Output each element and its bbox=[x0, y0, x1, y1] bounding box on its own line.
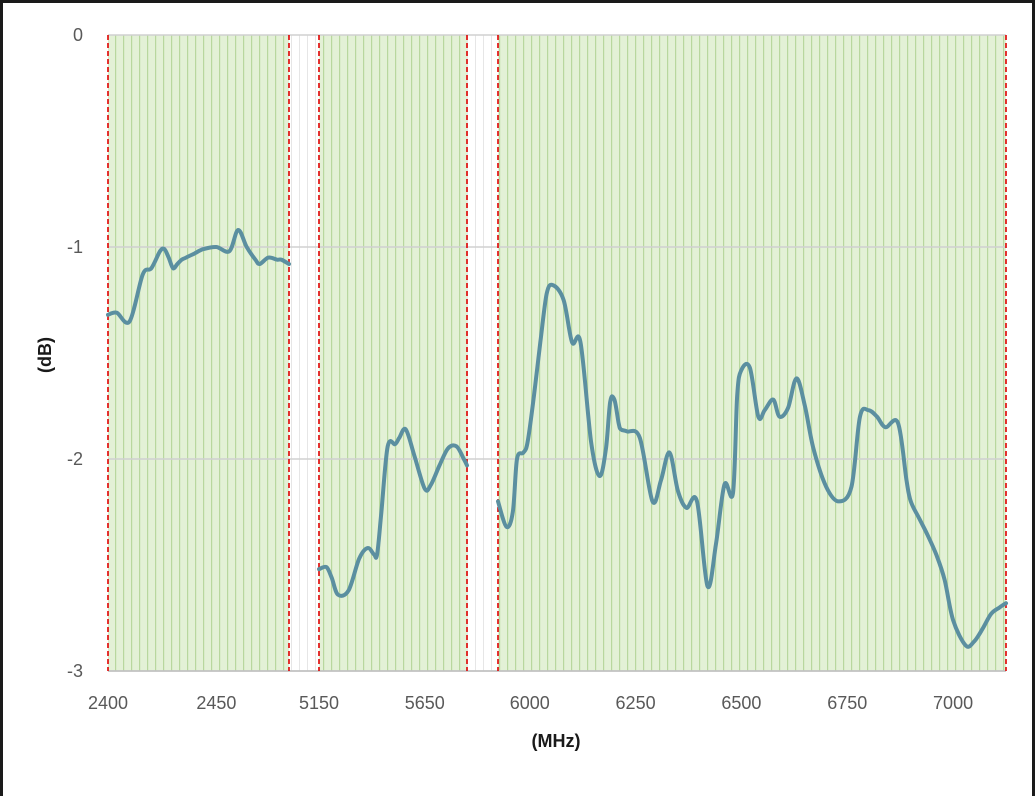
y-tick-label: -2 bbox=[67, 449, 83, 469]
x-tick-label: 6500 bbox=[721, 693, 761, 713]
band-edge-markers bbox=[107, 35, 1007, 671]
y-tick-label: 0 bbox=[73, 25, 83, 45]
x-axis-ticks: 2400 2450 5150 5650 6000 6250 6500 6750 7000 bbox=[88, 693, 973, 713]
band-regions bbox=[108, 35, 1006, 671]
band-region-3 bbox=[498, 35, 1006, 671]
y-tick-label: -1 bbox=[67, 237, 83, 257]
x-tick-label: 6250 bbox=[616, 693, 656, 713]
data-lines bbox=[106, 228, 1008, 649]
x-axis-title: (MHz) bbox=[532, 731, 581, 751]
band-gap-2 bbox=[467, 35, 498, 671]
x-tick-label: 7000 bbox=[933, 693, 973, 713]
y-axis-ticks: 0 -1 -2 -3 bbox=[67, 25, 83, 681]
x-tick-label: 5150 bbox=[299, 693, 339, 713]
x-tick-label: 6000 bbox=[510, 693, 550, 713]
x-tick-label: 2450 bbox=[196, 693, 236, 713]
gridlines bbox=[108, 34, 1006, 672]
band-region-2 bbox=[319, 35, 467, 671]
x-tick-label: 5650 bbox=[405, 693, 445, 713]
x-tick-label: 6750 bbox=[827, 693, 867, 713]
series-line-band-2 bbox=[317, 426, 469, 598]
chart-canvas: 0 -1 -2 -3 2400 2450 5150 5650 6000 6250 6500 6750… bbox=[35, 25, 1008, 751]
series-line-band-1 bbox=[106, 228, 291, 325]
band-gap-1 bbox=[289, 35, 319, 671]
y-axis-title: (dB) bbox=[35, 337, 55, 373]
band-region-1 bbox=[108, 35, 289, 671]
y-tick-label: -3 bbox=[67, 661, 83, 681]
x-tick-label: 2400 bbox=[88, 693, 128, 713]
series-line-band-3 bbox=[496, 282, 1008, 649]
